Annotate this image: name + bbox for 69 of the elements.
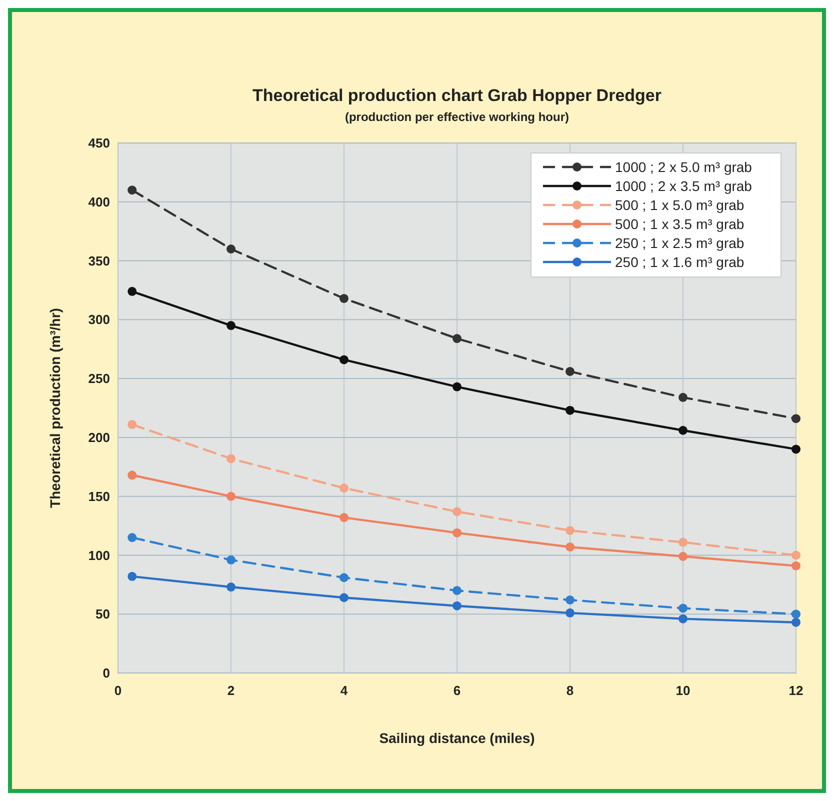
point [452,586,462,596]
x-axis-title: Sailing distance (miles) [379,730,535,746]
point [792,414,800,424]
y-tick-label: 350 [88,253,110,268]
point [340,593,348,602]
y-tick-label: 450 [88,136,110,151]
point [128,286,137,296]
point [226,321,236,330]
point [226,555,236,564]
legend-label: 500 ; 1 x 3.5 m³ grab [615,216,744,232]
point [452,528,462,538]
point [128,470,137,480]
x-tick-label: 2 [227,683,235,698]
point [226,454,236,464]
legend-label: 1000 ; 2 x 3.5 m³ grab [615,178,752,194]
legend-label: 500 ; 1 x 5.0 m³ grab [615,196,744,213]
point [678,392,688,402]
point [452,382,462,392]
point [678,614,688,624]
point [566,366,574,376]
y-tick-label: 150 [88,488,110,504]
point [226,582,236,592]
point [128,572,137,581]
point [226,492,236,501]
point [678,426,688,435]
point [340,513,348,522]
point [452,507,462,516]
x-tick-label: 6 [453,683,461,698]
point [340,355,348,364]
legend-label: 250 ; 1 x 1.6 m³ grab [615,254,744,270]
y-tick-label: 50 [96,606,110,622]
point [566,542,574,552]
point [566,595,574,604]
point [792,610,800,619]
point [340,484,348,493]
point [226,244,236,254]
point [452,601,462,610]
point [566,526,574,535]
y-tick-label: 400 [88,194,110,210]
point [792,618,800,627]
legend-label: 250 ; 1 x 2.5 m³ grab [615,234,744,251]
y-tick-label: 200 [88,430,110,445]
x-tick-label: 0 [114,683,122,698]
y-tick-label: 0 [102,666,110,681]
point [128,186,137,195]
chart-subtitle: (production per effective working hour) [344,110,570,124]
y-tick-label: 300 [88,312,110,328]
y-tick-label: 100 [88,548,110,563]
point [566,406,574,415]
point [678,552,688,561]
point [340,573,348,582]
point [678,604,688,613]
point [128,533,137,542]
chart-title: Theoretical production chart Grab Hopper Dredger [252,86,662,105]
point [792,444,800,454]
legend-label: 1000 ; 2 x 5.0 m³ grab [615,158,752,175]
y-axis-title: Theoretical production (m³/hr) [47,308,63,508]
y-tick-label: 250 [88,371,110,386]
point [792,561,800,570]
point [340,294,348,303]
x-tick-label: 4 [340,683,348,698]
point [792,550,800,560]
x-tick-label: 10 [676,683,690,698]
x-tick-label: 8 [566,683,574,698]
point [452,334,462,344]
point [678,538,688,547]
point [128,420,137,429]
point [566,608,574,618]
x-tick-label: 12 [788,683,804,698]
